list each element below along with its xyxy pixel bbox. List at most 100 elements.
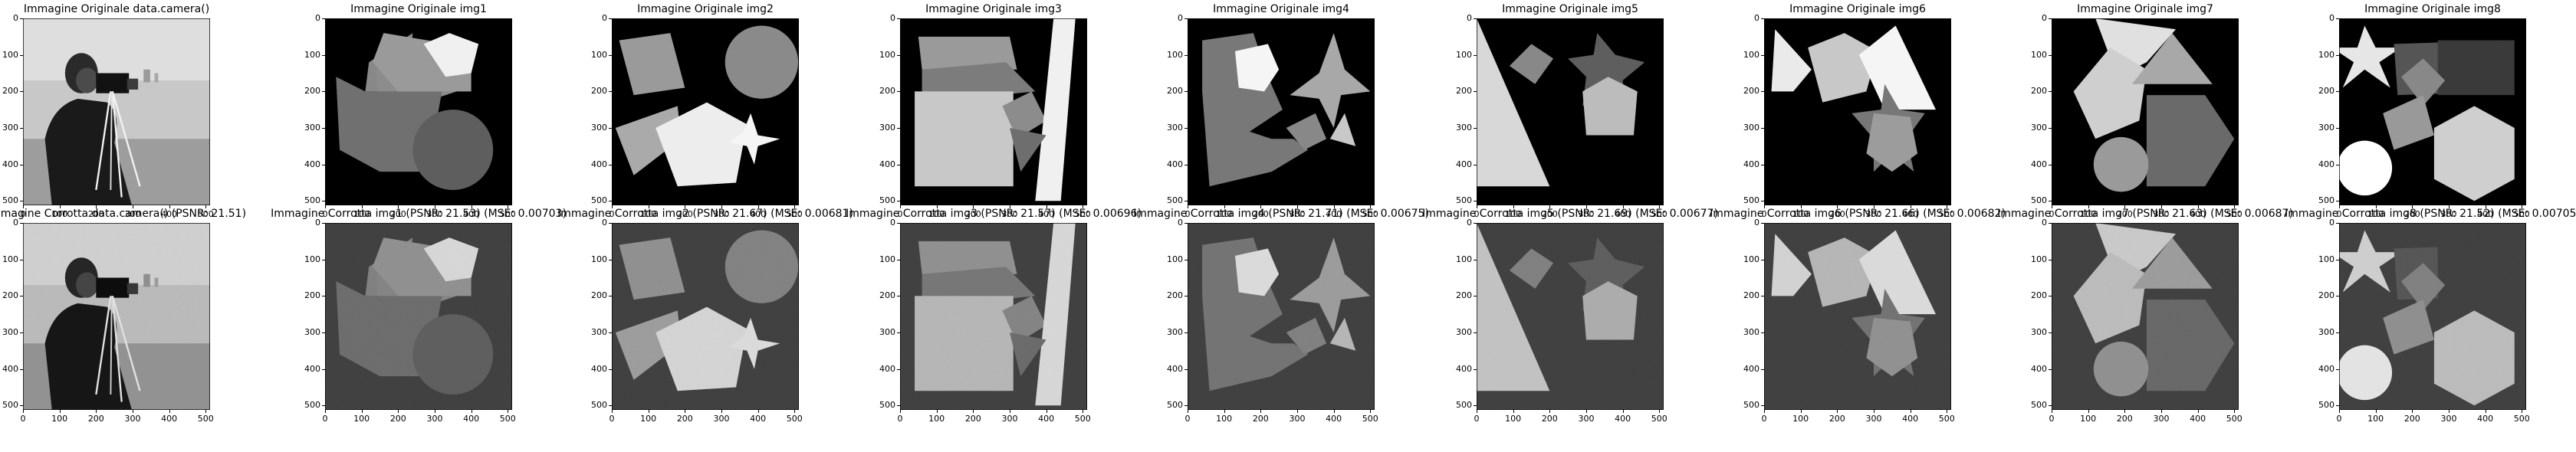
x-tick-label: 0 [2049,414,2055,424]
x-tick-mark [2234,410,2235,413]
x-tick-label: 100 [1216,414,1232,424]
y-tick-label: 100 [2031,50,2047,60]
y-tick-mark [1761,55,1764,56]
x-tick-mark [937,410,938,413]
y-tick-mark [322,55,325,56]
y-tick-label: 300 [2318,123,2334,133]
x-tick-mark [1513,410,1514,413]
x-tick-label: 300 [1578,414,1594,424]
y-tick-mark [609,18,612,19]
subplot-title: Immagine Originale img1 [350,3,487,15]
y-tick-label: 0 [2042,13,2047,23]
y-tick-mark [2049,91,2052,92]
x-tick-label: 200 [965,414,981,424]
y-tick-label: 300 [591,327,607,337]
y-tick-mark [322,369,325,370]
y-tick-label: 200 [304,290,320,300]
x-tick-label: 400 [2190,414,2206,424]
y-tick-label: 300 [879,123,895,133]
x-tick-label: 500 [500,414,516,424]
y-tick-label: 200 [1456,86,1472,96]
y-tick-mark [2336,405,2339,406]
y-tick-label: 400 [879,159,895,169]
y-tick-label: 500 [2,400,18,410]
y-tick-mark [1184,18,1188,19]
image-svg [900,18,1087,205]
y-tick-mark [1184,55,1188,56]
x-tick-mark [758,410,759,413]
image-svg [900,223,1087,410]
x-tick-label: 400 [1615,414,1631,424]
y-tick-label: 200 [2031,86,2047,96]
image-svg [2052,18,2239,205]
subplot-title: Immagine Originale img7 [2077,3,2213,15]
x-tick-mark [2339,410,2340,413]
y-tick-label: 300 [2031,327,2047,337]
y-tick-label: 300 [591,123,607,133]
y-tick-mark [322,18,325,19]
y-tick-label: 200 [2318,290,2334,300]
y-tick-label: 500 [2318,400,2334,410]
x-tick-label: 200 [1542,414,1558,424]
y-tick-label: 400 [2,364,18,374]
y-tick-label: 300 [1743,123,1760,133]
y-tick-mark [897,223,900,224]
y-tick-label: 100 [2,254,18,264]
y-tick-label: 400 [2,159,18,169]
y-tick-label: 300 [1743,327,1760,337]
x-tick-label: 100 [353,414,370,424]
y-tick-label: 200 [2318,86,2334,96]
y-tick-mark [2336,18,2339,19]
y-tick-label: 100 [879,50,895,60]
y-tick-mark [1184,91,1188,92]
y-tick-mark [1474,369,1477,370]
y-tick-mark [1761,223,1764,224]
y-tick-label: 300 [1456,123,1472,133]
x-tick-mark [1874,410,1875,413]
y-tick-mark [2049,55,2052,56]
y-tick-label: 300 [2318,327,2334,337]
x-tick-label: 100 [51,414,67,424]
y-tick-mark [609,55,612,56]
x-tick-label: 0 [1762,414,1767,424]
y-tick-mark [322,223,325,224]
y-tick-mark [2049,18,2052,19]
image-axes [2052,18,2239,205]
y-tick-label: 500 [304,400,320,410]
y-tick-label: 200 [591,290,607,300]
image-svg [2052,223,2239,410]
image-svg [1764,18,1951,205]
y-tick-mark [1184,405,1188,406]
y-tick-label: 500 [2031,400,2047,410]
subplot-title: Immagine Originale img2 [637,3,774,15]
y-tick-label: 300 [2,327,18,337]
image-axes [1764,223,1951,410]
x-tick-label: 0 [323,414,328,424]
x-tick-label: 0 [21,414,26,424]
x-tick-label: 400 [1326,414,1342,424]
y-tick-label: 100 [1456,254,1472,264]
x-tick-label: 400 [463,414,479,424]
y-tick-mark [897,128,900,129]
image-axes [23,223,210,410]
y-tick-label: 400 [2318,159,2334,169]
y-tick-label: 400 [304,159,320,169]
image-svg [1477,223,1664,410]
y-tick-label: 300 [2031,123,2047,133]
y-tick-mark [20,369,23,370]
subplot-title: Immagine Originale img4 [1213,3,1349,15]
y-tick-mark [2336,55,2339,56]
x-tick-mark [1549,410,1550,413]
x-tick-mark [1046,410,1047,413]
x-tick-label: 300 [426,414,442,424]
y-tick-mark [1474,18,1477,19]
y-tick-mark [1184,369,1188,370]
x-tick-mark [2412,410,2413,413]
y-tick-label: 0 [1178,218,1183,228]
y-tick-mark [1184,332,1188,333]
y-tick-mark [1761,91,1764,92]
x-tick-mark [60,410,61,413]
y-tick-label: 100 [304,50,320,60]
y-tick-mark [2049,332,2052,333]
y-tick-label: 100 [2318,50,2334,60]
